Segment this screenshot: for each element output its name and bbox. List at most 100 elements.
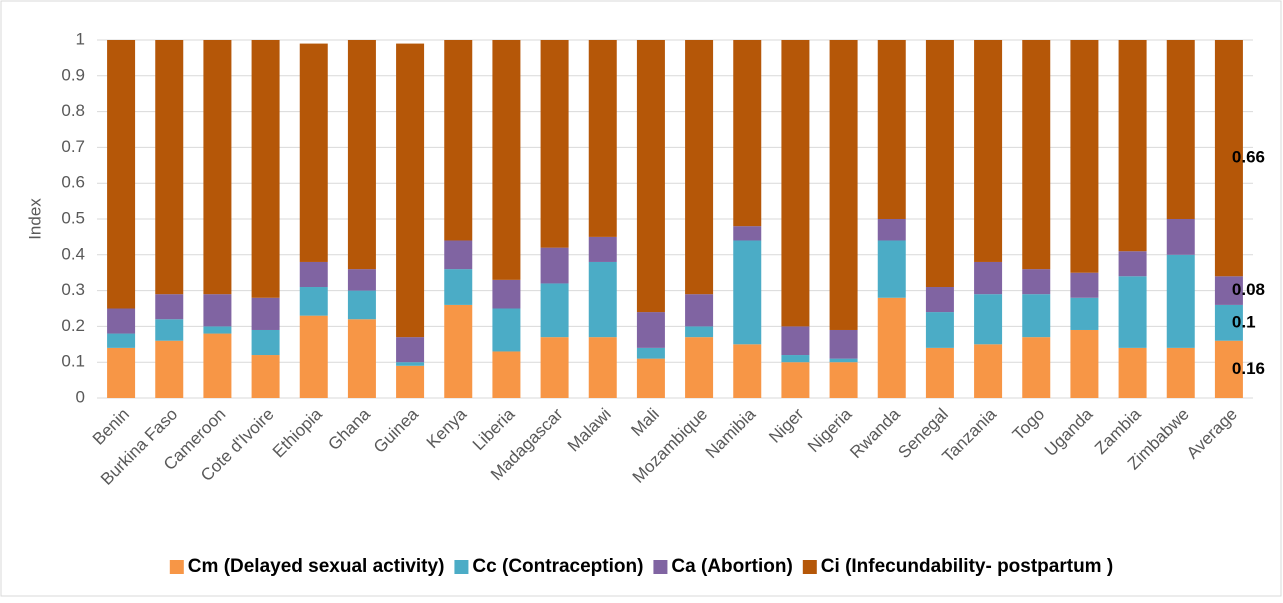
y-tick-label: 0.8 — [61, 101, 85, 120]
y-tick-label: 0.4 — [61, 244, 85, 263]
bar-segment — [781, 362, 810, 398]
bar-segment — [925, 40, 954, 288]
bar-segment — [877, 297, 906, 398]
bar-segment — [1118, 40, 1147, 252]
y-tick-label: 0.9 — [61, 65, 85, 84]
bar-segment — [299, 43, 328, 262]
bar-segment — [781, 40, 810, 327]
bar-segment — [588, 236, 617, 262]
y-tick-label: 0.2 — [61, 316, 85, 335]
data-label: 0.66 — [1232, 148, 1265, 167]
bar-segment — [685, 294, 714, 327]
bar-segment — [1070, 272, 1099, 298]
bar-segment — [1166, 254, 1195, 348]
bar-segment — [1166, 219, 1195, 255]
bar-segment — [203, 326, 232, 334]
bar-segment — [203, 333, 232, 398]
bar-segment — [925, 287, 954, 313]
bar-segment — [347, 319, 376, 398]
bar-segment — [540, 283, 569, 338]
bar-segment — [1166, 40, 1195, 219]
legend-label: Cm (Delayed sexual activity) — [188, 556, 445, 577]
bar-segment — [636, 40, 665, 313]
y-tick-label: 0.3 — [61, 280, 85, 299]
bar-segment — [299, 315, 328, 398]
bar-segment — [299, 261, 328, 288]
bar-segment — [974, 40, 1003, 262]
bar-segment — [829, 329, 858, 359]
bar-segment — [155, 340, 184, 398]
bar-segment — [733, 344, 762, 398]
bar-segment — [877, 40, 906, 219]
bar-segment — [396, 43, 425, 338]
bar-segment — [107, 333, 136, 348]
bar-segment — [636, 312, 665, 348]
bar-segment — [203, 294, 232, 327]
bar-segment — [347, 269, 376, 291]
bar-segment — [155, 294, 184, 320]
bar-segment — [299, 287, 328, 316]
bar-segment — [492, 308, 521, 352]
bar-segment — [733, 226, 762, 241]
bar-segment — [733, 240, 762, 345]
legend-swatch — [169, 560, 184, 574]
bar-segment — [733, 40, 762, 227]
bar-segment — [444, 269, 473, 305]
bar-segment — [974, 344, 1003, 398]
bar-segment — [155, 319, 184, 341]
bar-segment — [685, 337, 714, 398]
y-axis-label: Index — [25, 198, 44, 240]
bar-segment — [1118, 251, 1147, 277]
y-tick-label: 1 — [76, 29, 85, 48]
bar-segment — [1022, 294, 1051, 338]
bar-segment — [1022, 337, 1051, 398]
bar-segment — [492, 279, 521, 309]
y-tick-label: 0.7 — [61, 137, 85, 156]
bar-segment — [685, 40, 714, 295]
bar-segment — [347, 40, 376, 270]
bar-segment — [444, 240, 473, 270]
bar-segment — [588, 40, 617, 237]
bar-segment — [685, 326, 714, 338]
bar-segment — [925, 347, 954, 398]
bar-segment — [396, 362, 425, 366]
bar-segment — [203, 40, 232, 295]
bar-segment — [444, 304, 473, 398]
bar-segment — [540, 40, 569, 248]
legend-swatch — [802, 560, 817, 574]
bar-segment — [781, 326, 810, 356]
bar-segment — [829, 358, 858, 363]
bar-segment — [1022, 40, 1051, 270]
bar-segment — [781, 355, 810, 363]
bar-segment — [1166, 347, 1195, 398]
bar-segment — [829, 362, 858, 398]
legend-label: Cc (Contraception) — [472, 556, 643, 577]
bar-segment — [588, 261, 617, 338]
bar-segment — [107, 40, 136, 309]
bar-segment — [1070, 40, 1099, 273]
bar-segment — [1214, 340, 1243, 398]
bar-segment — [1214, 276, 1243, 305]
bar-segment — [829, 40, 858, 330]
data-label: 0.08 — [1232, 280, 1265, 299]
bar-segment — [107, 347, 136, 398]
bar-segment — [251, 40, 280, 298]
bar-segment — [396, 365, 425, 398]
data-label: 0.16 — [1232, 359, 1265, 378]
bar-segment — [1118, 276, 1147, 348]
bar-segment — [1070, 329, 1099, 398]
bar-segment — [925, 312, 954, 348]
bar-segment — [1214, 304, 1243, 341]
legend-swatch — [454, 560, 469, 574]
bar-segment — [1214, 40, 1243, 277]
bar-segment — [877, 219, 906, 241]
bar-segment — [251, 297, 280, 330]
legend-label: Ci (Infecundability- postpartum ) — [821, 556, 1113, 577]
bar-segment — [492, 351, 521, 398]
bar-segment — [540, 337, 569, 398]
legend-swatch — [653, 560, 668, 574]
bar-segment — [877, 240, 906, 298]
bar-segment — [1022, 269, 1051, 295]
legend-label: Ca (Abortion) — [671, 556, 792, 577]
